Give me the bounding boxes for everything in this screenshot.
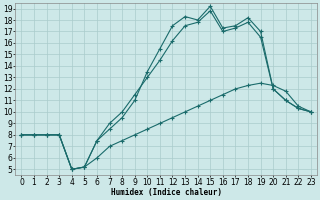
X-axis label: Humidex (Indice chaleur): Humidex (Indice chaleur) [111, 188, 222, 197]
